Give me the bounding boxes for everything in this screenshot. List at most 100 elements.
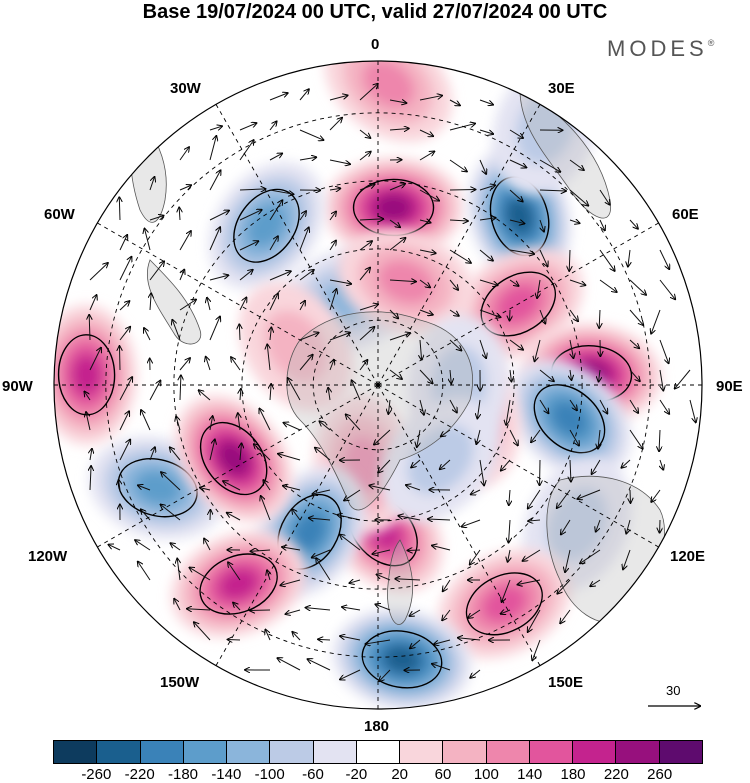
- anomaly-center: [323, 157, 464, 258]
- wind-vector: [479, 218, 496, 220]
- wind-vector: [179, 231, 191, 251]
- wind-vector: [528, 609, 541, 632]
- meridian-line: [377, 384, 659, 548]
- wind-vector: [629, 369, 640, 381]
- wind-vector: [569, 309, 578, 321]
- colorbar-segment: [616, 741, 660, 763]
- wind-vector: [449, 159, 467, 171]
- wind-vector: [389, 280, 416, 282]
- wind-vector: [443, 579, 451, 591]
- colorbar-tick-label: -20: [345, 766, 368, 783]
- wind-vector: [509, 220, 524, 224]
- wind-vector: [239, 241, 258, 251]
- registered-mark: ®: [707, 38, 715, 48]
- meridian-line: [377, 384, 541, 666]
- lon-label-30e: 30E: [548, 80, 575, 97]
- colorbar-tick-label: 20: [391, 766, 408, 783]
- wind-vector: [179, 147, 189, 161]
- wind-vector: [359, 219, 383, 220]
- wind-vector: [119, 327, 130, 341]
- wind-vector: [119, 440, 130, 461]
- wind-vector: [540, 219, 544, 232]
- wind-vector: [299, 333, 319, 341]
- wind-vector: [329, 159, 350, 164]
- wind-vector: [539, 399, 548, 413]
- wind-vector: [388, 399, 390, 414]
- wind-vector: [179, 300, 196, 311]
- colorbar-segment: [54, 741, 98, 763]
- lon-label-150w: 150W: [160, 674, 200, 691]
- wind-vector: [306, 608, 331, 610]
- lon-label-120e: 120E: [670, 548, 706, 565]
- wind-vector: [479, 185, 495, 191]
- wind-vector: [659, 339, 669, 363]
- wind-vector: [419, 220, 431, 223]
- wind-vector: [320, 421, 331, 431]
- wind-vector: [269, 121, 277, 131]
- wind-vector: [449, 249, 471, 263]
- wind-vector: [449, 99, 460, 105]
- colorbar-segment: [529, 741, 574, 763]
- wind-vector: [299, 89, 309, 101]
- wind-vector: [359, 241, 372, 251]
- wind-vector: [374, 429, 391, 445]
- wind-vector: [312, 549, 331, 557]
- wind-vector: [528, 520, 541, 521]
- wind-vector: [398, 516, 421, 521]
- wind-vector: [239, 123, 256, 131]
- wind-vector: [89, 315, 90, 341]
- wind-vector: [172, 320, 181, 341]
- wind-vector: [329, 188, 340, 190]
- wind-vector: [269, 294, 278, 311]
- wind-vector: [89, 295, 97, 311]
- anomaly-center: [171, 530, 307, 638]
- wind-vector: [651, 489, 661, 502]
- wind-vector: [308, 659, 331, 671]
- colorbar-tick-label: -260: [81, 766, 112, 783]
- wind-vector: [281, 579, 301, 585]
- wind-vector: [531, 429, 541, 442]
- wind-vector: [265, 630, 271, 641]
- wind-vector: [560, 609, 571, 623]
- wind-vector: [170, 447, 181, 461]
- wind-vector: [340, 636, 361, 641]
- wind-vector: [629, 399, 638, 413]
- wind-vector: [379, 669, 391, 681]
- wind-vector: [411, 459, 421, 467]
- wind-vector: [209, 136, 216, 161]
- wind-vector: [209, 439, 215, 461]
- wind-vector: [194, 622, 211, 641]
- wind-vector: [419, 129, 433, 136]
- wind-vector: [570, 459, 571, 482]
- wind-vector: [329, 279, 351, 284]
- wind-vector: [200, 488, 211, 490]
- colorbar-tick-label: -180: [167, 766, 199, 783]
- wind-vector: [269, 93, 288, 101]
- wind-vector: [471, 490, 481, 494]
- wind-vector: [209, 211, 229, 221]
- wind-vector: [119, 197, 120, 221]
- wind-vector: [599, 399, 607, 413]
- wind-vector: [350, 580, 361, 583]
- wind-vector: [179, 358, 190, 371]
- contour-line: [361, 630, 443, 689]
- wind-vector: [449, 124, 475, 131]
- wind-vector: [263, 480, 271, 491]
- meridian-line: [215, 104, 379, 386]
- wind-vector: [509, 429, 518, 445]
- lon-label-90w: 90W: [2, 378, 33, 395]
- wind-vector: [223, 481, 241, 491]
- wind-vector: [144, 328, 151, 341]
- wind-vector: [420, 339, 422, 360]
- wind-vector: [170, 543, 181, 551]
- wind-vector: [389, 184, 405, 191]
- wind-vector: [119, 346, 120, 371]
- wind-vector: [359, 268, 370, 281]
- wind-vector: [477, 399, 480, 418]
- map-boundary: [53, 60, 703, 710]
- wind-vector: [89, 263, 108, 281]
- colorbar-tick-label: 220: [603, 766, 629, 783]
- anomaly-center: [54, 304, 137, 445]
- wind-vector: [177, 559, 180, 581]
